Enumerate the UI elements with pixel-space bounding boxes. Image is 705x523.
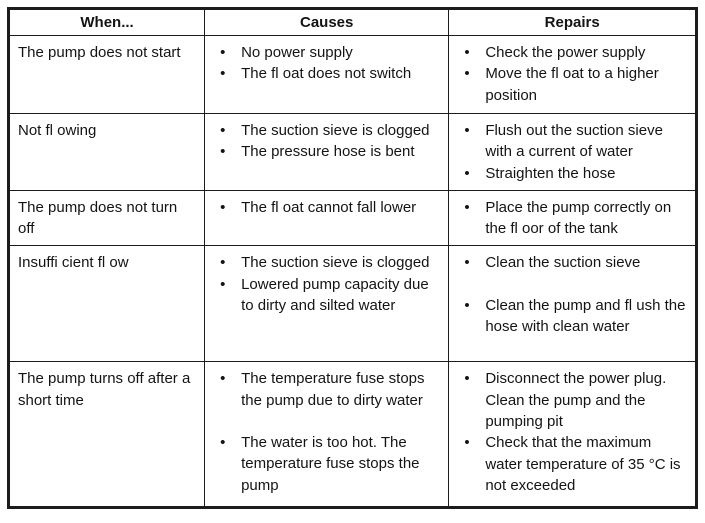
repairs-cell-item: Check that the maximum water temperature…: [457, 432, 687, 496]
repairs-cell-item: Place the pump correctly on the fl oor o…: [457, 197, 687, 240]
table-row: The pump does not startNo power supplyTh…: [7, 35, 697, 114]
causes-cell: The fl oat cannot fall lower: [204, 189, 450, 247]
repairs-cell-list: Disconnect the power plug. Clean the pum…: [457, 368, 687, 496]
header-row: When... Causes Repairs: [7, 8, 697, 36]
table-row: The pump turns off after a short timeThe…: [7, 361, 697, 509]
causes-cell: The suction sieve is cloggedLowered pump…: [204, 245, 450, 363]
causes-cell-list: The suction sieve is cloggedThe pressure…: [213, 120, 440, 163]
repairs-cell: Check the power supplyMove the fl oat to…: [448, 35, 697, 114]
causes-cell-item: The temperature fuse stops the pump due …: [213, 368, 440, 411]
causes-cell-list: No power supplyThe fl oat does not switc…: [213, 42, 440, 85]
table-body: The pump does not startNo power supplyTh…: [7, 35, 697, 509]
repairs-cell-item: Flush out the suction sieve with a curre…: [457, 120, 687, 163]
repairs-cell-item: Clean the pump and fl ush the hose with …: [457, 295, 687, 338]
causes-cell-item: The suction sieve is clogged: [213, 120, 440, 142]
repairs-cell-item: Check the power supply: [457, 42, 687, 64]
table-row: Insuffi cient fl owThe suction sieve is …: [7, 245, 697, 363]
repairs-cell: Place the pump correctly on the fl oor o…: [448, 189, 697, 247]
when-cell: Insuffi cient fl ow: [7, 245, 206, 363]
causes-cell-item: The pressure hose is bent: [213, 141, 440, 163]
when-cell: The pump does not start: [7, 35, 206, 114]
repairs-cell-list: Place the pump correctly on the fl oor o…: [457, 197, 687, 240]
when-cell: The pump turns off after a short time: [7, 361, 206, 509]
causes-cell: The suction sieve is cloggedThe pressure…: [204, 113, 450, 191]
troubleshooting-table: When... Causes Repairs The pump does not…: [7, 7, 698, 510]
table-row: The pump does not turn off The fl oat can…: [7, 189, 697, 247]
causes-cell-list: The suction sieve is cloggedLowered pump…: [213, 252, 440, 316]
causes-cell-item: The fl oat does not switch: [213, 63, 440, 85]
when-cell: The pump does not turn off: [7, 189, 206, 247]
repairs-cell-item: Clean the suction sieve: [457, 252, 687, 274]
header-repairs: Repairs: [448, 8, 697, 36]
repairs-cell: Flush out the suction sieve with a curre…: [448, 113, 697, 191]
table-row: Not fl owingThe suction sieve is clogged…: [7, 113, 697, 191]
repairs-cell-item: Straighten the hose: [457, 163, 687, 185]
causes-cell-item: The water is too hot. The temperature fu…: [213, 432, 440, 496]
when-cell: Not fl owing: [7, 113, 206, 191]
causes-cell: The temperature fuse stops the pump due …: [204, 361, 450, 509]
repairs-cell-list: Check the power supplyMove the fl oat to…: [457, 42, 687, 106]
causes-cell-list: The temperature fuse stops the pump due …: [213, 368, 440, 495]
repairs-cell-item: Disconnect the power plug. Clean the pum…: [457, 368, 687, 432]
causes-cell-list: The fl oat cannot fall lower: [213, 197, 440, 219]
repairs-cell-list: Clean the suction sieve Clean the pump an…: [457, 252, 687, 337]
causes-cell: No power supplyThe fl oat does not switc…: [204, 35, 450, 114]
repairs-cell: Disconnect the power plug. Clean the pum…: [448, 361, 697, 509]
causes-cell-item: Lowered pump capacity due to dirty and s…: [213, 274, 440, 317]
header-when: When...: [7, 8, 206, 36]
causes-cell-item: No power supply: [213, 42, 440, 64]
causes-cell-item: The suction sieve is clogged: [213, 252, 440, 274]
repairs-cell-list: Flush out the suction sieve with a curre…: [457, 120, 687, 184]
causes-cell-item: The fl oat cannot fall lower: [213, 197, 440, 219]
header-causes: Causes: [204, 8, 450, 36]
repairs-cell-item: Move the fl oat to a higher position: [457, 63, 687, 106]
repairs-cell: Clean the suction sieve Clean the pump an…: [448, 245, 697, 363]
